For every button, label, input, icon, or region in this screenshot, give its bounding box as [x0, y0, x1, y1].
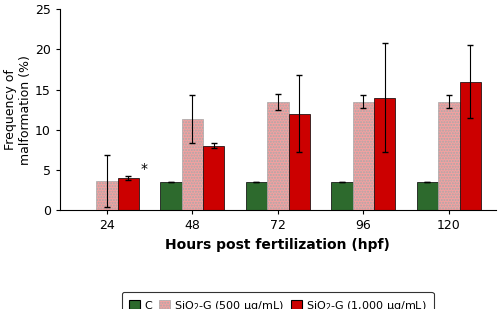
- Bar: [246, 182, 267, 210]
- Text: *: *: [140, 162, 147, 176]
- Bar: [160, 182, 182, 210]
- X-axis label: Hours post fertilization (hpf): Hours post fertilization (hpf): [166, 238, 390, 252]
- Bar: [182, 119, 203, 210]
- Y-axis label: Frequency of
malformation (%): Frequency of malformation (%): [4, 55, 32, 165]
- Bar: [288, 114, 310, 210]
- Bar: [267, 102, 288, 210]
- Bar: [203, 146, 224, 210]
- Bar: [374, 98, 396, 210]
- Bar: [118, 178, 139, 210]
- Bar: [96, 181, 118, 210]
- Bar: [332, 182, 352, 210]
- Bar: [460, 82, 481, 210]
- Bar: [352, 102, 374, 210]
- Bar: [438, 102, 460, 210]
- Legend: C, SiO$_2$-G (500 µg/mL), SiO$_2$-G (1,000 µg/mL): C, SiO$_2$-G (500 µg/mL), SiO$_2$-G (1,0…: [122, 292, 434, 309]
- Bar: [417, 182, 438, 210]
